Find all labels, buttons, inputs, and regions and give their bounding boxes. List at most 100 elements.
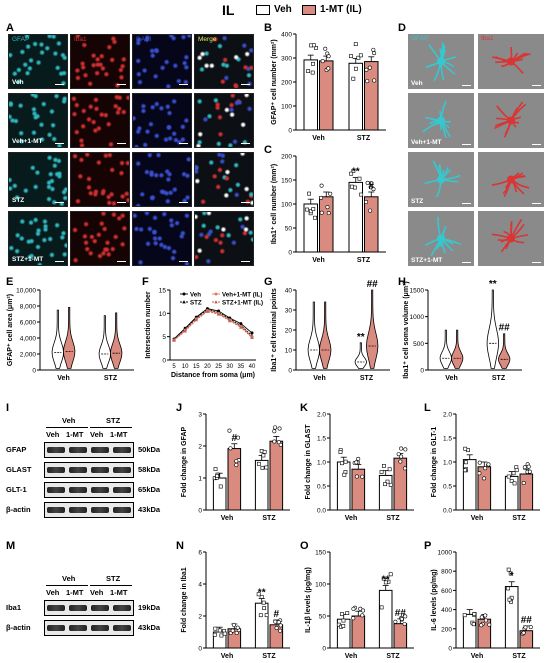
bar — [254, 602, 269, 649]
protein-name: β-actin — [6, 623, 31, 632]
channel-label: Merge — [198, 36, 217, 43]
molecular-weight: 58kDa — [138, 465, 161, 474]
data-point — [313, 215, 317, 220]
y-tick-label: 500 — [413, 341, 424, 348]
bar — [319, 196, 334, 253]
y-tick-label: 0.0 — [317, 508, 326, 515]
y-axis-label: Fold change in GFAP — [181, 426, 188, 497]
data-point — [487, 622, 492, 627]
data-point — [527, 469, 532, 474]
data-point — [351, 606, 356, 611]
data-point — [463, 468, 467, 473]
panel-letter-m: M — [6, 540, 16, 552]
data-point — [230, 628, 235, 633]
data-point — [278, 628, 283, 633]
y-tick-label: 2.0 — [443, 412, 452, 419]
data-point — [483, 613, 488, 618]
data-point — [507, 597, 512, 602]
data-point — [399, 446, 404, 451]
x-tick-label: Veh — [312, 135, 324, 142]
scale-bar — [532, 144, 541, 145]
y-tick-label: 200 — [281, 154, 292, 161]
data-point — [356, 55, 361, 60]
data-point — [340, 612, 344, 616]
channel-label: GFAP — [411, 35, 429, 42]
x-tick-label: 35 — [238, 364, 245, 370]
data-point — [258, 613, 263, 618]
blot-strip — [44, 502, 134, 518]
data-point — [326, 54, 331, 59]
blot-band — [113, 467, 131, 473]
data-point — [260, 465, 265, 470]
y-tick-label: 40 — [285, 288, 293, 295]
data-point — [325, 205, 330, 210]
data-point — [383, 482, 387, 487]
blot-lane-4: 1-MT — [110, 430, 128, 439]
cell-soma — [507, 175, 515, 184]
x-tick-label: 5 — [172, 364, 176, 370]
y-tick-label: 100 — [281, 202, 292, 209]
data-point — [371, 47, 376, 52]
series-line — [173, 310, 253, 341]
y-tick-label: 1000 — [438, 550, 453, 557]
y-tick-label: 0 — [198, 646, 202, 653]
data-point — [471, 622, 476, 627]
y-tick-label: 1500 — [410, 288, 425, 295]
cell-soma — [437, 175, 445, 184]
chart-o: 0 50 100 150 IL-1β levels (pg/mg) Veh STZ ** ## — [305, 550, 414, 660]
y-axis-label: IL-6 levels (pg/mg) — [431, 569, 438, 630]
legend-swatch-veh — [256, 5, 270, 15]
data-point — [522, 465, 527, 470]
blot-band — [69, 487, 87, 493]
data-point — [368, 208, 373, 213]
y-axis-label: Iba1⁺ cell number (mm²) — [271, 164, 278, 244]
y-tick-label: 5 — [162, 334, 166, 341]
scale-bar — [55, 143, 64, 144]
data-point — [351, 76, 356, 81]
legend-label: Veh+1-MT (IL) — [222, 291, 262, 298]
reconstruction-3-0: STZ+1-MT — [408, 211, 474, 266]
blot-band — [69, 507, 87, 513]
panel-letter-h: H — [398, 276, 406, 288]
data-point — [236, 435, 241, 440]
y-tick-label: 0.5 — [443, 484, 452, 491]
legend-marker — [214, 292, 218, 296]
data-point — [349, 184, 354, 189]
y-axis-label: Fold change in Iba1 — [181, 567, 188, 632]
y-tick-label: 2 — [198, 444, 202, 451]
bar — [212, 477, 227, 511]
data-point — [326, 211, 331, 216]
micrograph-3-0: STZ+1-MT — [8, 211, 68, 266]
y-tick-label: 0 — [322, 646, 326, 653]
scale-bar — [117, 202, 126, 203]
panel-i-western-blot: Veh STZ Veh 1-MT Veh 1-MT GFAP 50kDa GLAST… — [4, 408, 172, 526]
molecular-weight: 19kDa — [138, 603, 161, 612]
blot-group-stz: STZ — [106, 574, 121, 583]
data-point — [278, 442, 283, 447]
data-point — [340, 461, 344, 466]
data-point — [262, 606, 267, 610]
data-point — [387, 467, 392, 472]
data-point — [338, 450, 343, 454]
y-tick-label: 0 — [420, 368, 424, 375]
data-point — [264, 613, 269, 618]
micrograph-3-2 — [132, 211, 192, 266]
molecular-weight: 43kDa — [138, 505, 161, 514]
molecular-weight: 43kDa — [138, 623, 161, 632]
data-point — [212, 632, 217, 637]
y-tick-label: 1.5 — [443, 436, 452, 443]
data-point — [337, 622, 341, 627]
cell-reconstruction — [424, 216, 462, 257]
x-tick-label: Veh — [313, 375, 325, 382]
y-tick-label: 600 — [441, 588, 452, 595]
blot-band — [47, 625, 65, 631]
scale-bar — [179, 143, 188, 144]
legend-marker — [214, 300, 218, 304]
figure-header: IL Veh 1-MT (IL) — [0, 0, 550, 20]
data-point — [341, 623, 346, 628]
data-point — [234, 630, 239, 635]
data-point — [398, 459, 403, 464]
